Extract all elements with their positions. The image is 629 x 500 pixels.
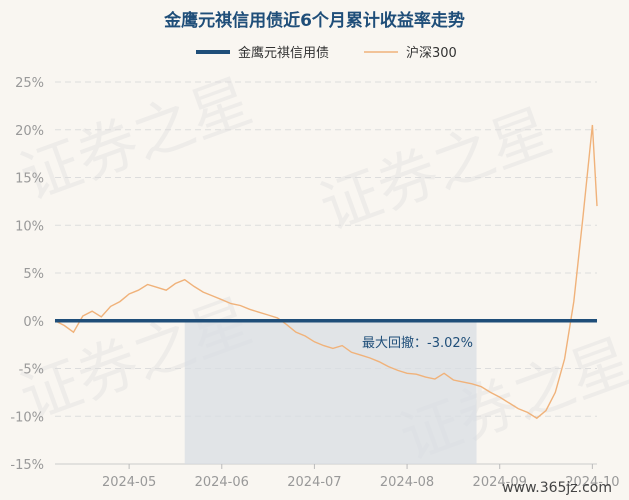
y-tick-label: -10%: [10, 410, 44, 425]
x-tick-label: 2024-08: [380, 475, 434, 490]
x-tick-label: 2024-05: [102, 475, 156, 490]
x-tick-label: 2024-07: [287, 475, 341, 490]
series-points-hs300: [54, 124, 598, 419]
x-tick-label: 2024-10: [565, 475, 619, 490]
legend-fund-label: 金鹰元祺信用债: [238, 45, 329, 61]
y-tick-label: -15%: [10, 458, 44, 473]
y-tick-label: 10%: [15, 219, 44, 234]
drawdown-band: [184, 320, 477, 464]
y-tick-label: 20%: [15, 124, 44, 139]
series-line-hs300: [54, 124, 598, 420]
y-tick-label: 5%: [23, 267, 44, 282]
x-tick-label: 2024-09: [473, 475, 527, 490]
legend-index-label: 沪深300: [406, 45, 457, 61]
chart-title: 金鹰元祺信用债近6个月累计收益率走势: [163, 10, 465, 31]
watermark-url: www.365jz.com: [502, 480, 612, 496]
y-axis-ticks: 25% 20% 15% 10% 5% 0% -5% -10% -15%: [10, 76, 44, 473]
y-tick-label: 15%: [15, 172, 44, 187]
x-axis-ticks: 2024-05 2024-06 2024-07 2024-08 2024-09 2024-…: [102, 464, 620, 490]
svg-text:证券之星: 证券之星: [311, 96, 560, 244]
y-tick-label: 25%: [15, 76, 44, 91]
y-tick-label: 0%: [23, 315, 44, 330]
legend: 金鹰元祺信用债 沪深300: [196, 45, 457, 61]
y-tick-label: -5%: [19, 363, 44, 378]
max-drawdown-annotation: 最大回撤：-3.02%: [362, 335, 473, 351]
x-tick-label: 2024-06: [195, 475, 249, 490]
svg-text:证券之星: 证券之星: [11, 66, 260, 214]
